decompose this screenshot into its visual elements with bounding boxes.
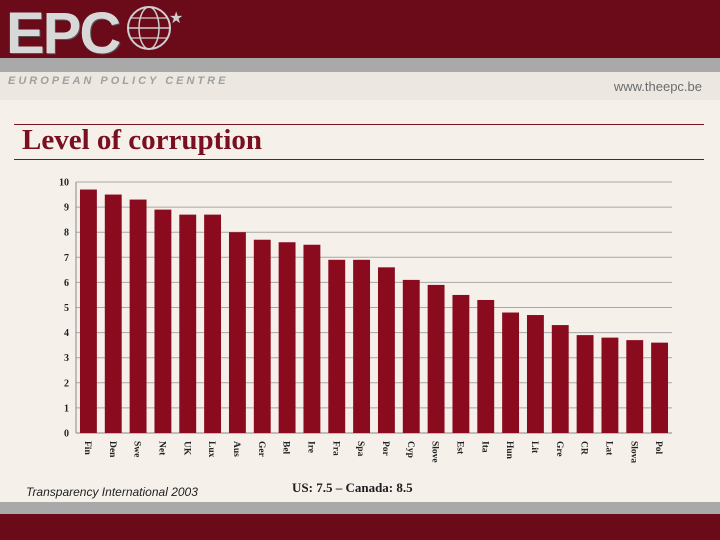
epc-logo: EPC [6,1,121,66]
logo-tagline: EUROPEAN POLICY CENTRE [8,75,229,87]
y-tick-label: 5 [64,303,69,314]
x-tick-label: Gre [554,441,564,457]
y-tick-label: 7 [64,253,69,264]
x-tick-label: Den [107,441,117,458]
y-tick-label: 0 [64,429,69,440]
y-tick-label: 9 [64,203,69,214]
y-tick-label: 8 [64,228,69,239]
x-tick-label: Ita [479,441,489,453]
header-bar [0,0,720,58]
x-tick-label: Ger [256,441,266,458]
x-tick-label: Aus [231,441,241,457]
bar [576,335,594,433]
y-tick-label: 1 [64,403,69,414]
bar [328,259,346,433]
bar [154,209,172,433]
title-rule-bottom [14,159,704,160]
corruption-bar-chart: 0 1 2 3 4 5 6 7 8 9 10 Fin Den Swe Net UK Lux Aus Ger Bel Ir… [59,178,672,463]
x-tick-label: Fra [330,441,340,456]
x-tick-label: Swe [132,441,142,457]
bar [278,242,296,433]
x-tick-label: Cyp [405,441,415,458]
y-tick-label: 4 [64,328,69,339]
bar [477,299,495,433]
page-title: Level of corruption [22,124,263,156]
x-tick-label: Spa [355,441,365,457]
website-link[interactable]: www.theepc.be [613,79,702,94]
y-tick-label: 2 [64,378,69,389]
bar [402,279,420,433]
x-tick-label: Fin [82,441,92,455]
x-tick-label: Bel [281,441,291,455]
bar [228,232,246,433]
globe-icon [127,6,171,50]
star-icon: ★ [169,10,184,27]
bar [377,267,395,433]
bar [79,189,97,433]
header-divider [0,58,720,72]
x-tick-label: Lux [206,441,216,458]
bar [502,312,520,433]
header-strip [0,72,720,100]
y-tick-label: 3 [64,353,69,364]
x-tick-label: Est [454,441,464,455]
bar [551,325,569,433]
x-tick-label: Pol [653,441,663,455]
footer-divider [0,502,720,514]
x-tick-label: Net [156,441,166,456]
comparison-note: US: 7.5 – Canada: 8.5 [292,480,413,495]
bar [452,294,470,433]
footer-bar [0,514,720,540]
x-tick-label: UK [181,441,191,456]
x-tick-label: Por [380,441,390,457]
bar [651,342,669,433]
title-rule-top [14,124,704,125]
y-tick-label: 6 [64,278,69,289]
bar [303,244,321,433]
x-tick-label: Slove [430,441,440,463]
x-tick-label: Lat [603,441,613,456]
bar [353,259,371,433]
x-tick-label: Lit [529,441,539,454]
x-tick-label: Ire [305,441,315,453]
bar [104,194,122,433]
x-tick-label: Slova [628,441,638,463]
bar [179,214,197,433]
bar [626,340,644,433]
bar [204,214,222,433]
bar [526,315,544,433]
bar [427,284,445,433]
x-tick-label: Hun [504,441,514,460]
bar [253,239,271,433]
x-tick-label: CR [579,441,589,455]
y-tick-label: 10 [59,178,69,189]
source-caption: Transparency International 2003 [26,485,198,499]
bar [601,337,619,433]
bar [129,199,147,433]
